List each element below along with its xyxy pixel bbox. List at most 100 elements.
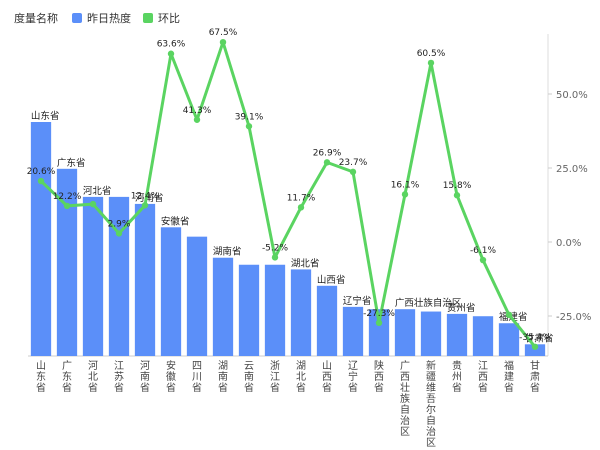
x-tick-label: 河南省 xyxy=(140,360,150,394)
ratio-label: 67.5% xyxy=(209,28,238,38)
legend-item-heat[interactable]: 昨日热度 xyxy=(72,10,131,26)
ratio-label: -27.3% xyxy=(363,309,395,319)
x-tick-label: 广西壮族自治区 xyxy=(400,360,410,438)
bar-湖南省 xyxy=(212,257,234,356)
ratio-label: 2.9% xyxy=(108,219,131,229)
ratio-point xyxy=(115,230,123,237)
bar-湖北省 xyxy=(290,269,312,356)
bar-甘肃省 xyxy=(524,344,546,356)
ratio-point xyxy=(479,256,487,264)
y-tick-label: 50.0% xyxy=(556,90,588,101)
x-tick-label: 浙江省 xyxy=(270,360,280,394)
bar-新疆维吾尔自治区 xyxy=(420,311,442,356)
ratio-point xyxy=(323,159,331,166)
legend-item-ratio[interactable]: 环比 xyxy=(143,10,180,26)
bar-label: 广东省 xyxy=(57,157,86,169)
ratio-point xyxy=(37,177,45,185)
chart-legend: 度量名称 昨日热度 环比 xyxy=(14,8,192,28)
bar-山东省 xyxy=(30,122,52,356)
ratio-point xyxy=(531,343,539,350)
x-tick-label: 云南省 xyxy=(244,361,254,394)
ratio-line xyxy=(39,40,537,348)
bar-陕西省 xyxy=(368,309,390,356)
bar-云南省 xyxy=(238,264,260,356)
y-tick-label: 25.0% xyxy=(556,164,588,175)
x-tick-label: 福建省 xyxy=(504,359,514,394)
ratio-label: 16.1% xyxy=(391,180,420,190)
bar-江苏省 xyxy=(108,196,130,356)
bar-label: 山西省 xyxy=(317,274,346,286)
bar-福建省 xyxy=(498,323,520,356)
legend-title: 度量名称 xyxy=(14,12,58,25)
ratio-label: 12.2% xyxy=(53,192,82,202)
y-tick-label: -25.0% xyxy=(556,312,591,323)
bar-label: 贵州省 xyxy=(447,302,476,314)
legend-swatch-heat xyxy=(72,13,82,23)
x-tick-label: 江苏省 xyxy=(114,360,124,394)
ratio-label: -5.2% xyxy=(262,243,289,253)
x-tick-label: 安徽省 xyxy=(166,359,176,394)
x-tick-label: 贵州省 xyxy=(452,359,462,394)
ratio-point xyxy=(63,202,71,210)
x-tick-label: 山西省 xyxy=(322,360,332,394)
bar-贵州省 xyxy=(446,313,468,356)
x-tick-label: 河北省 xyxy=(88,360,98,394)
legend-label-ratio: 环比 xyxy=(158,12,180,25)
bar-河北省 xyxy=(82,196,104,356)
ratio-point xyxy=(167,50,175,57)
ratio-label: -35.4% xyxy=(519,333,551,343)
bar-河南省 xyxy=(134,203,156,356)
x-tick-label: 新疆维吾尔自治区 xyxy=(426,359,436,449)
bar-label: 湖北省 xyxy=(291,257,320,269)
ratio-label: -6.1% xyxy=(470,246,497,256)
bar-广东省 xyxy=(56,168,78,356)
bar-label: 广西壮族自治区 xyxy=(395,297,462,309)
x-tick-label: 湖北省 xyxy=(296,360,306,394)
bar-四川省 xyxy=(186,236,208,356)
ratio-label: 41.3% xyxy=(183,106,212,116)
ratio-point xyxy=(89,200,97,208)
x-tick-label: 辽宁省 xyxy=(348,360,358,394)
bar-浙江省 xyxy=(264,264,286,356)
bar-label: 辽宁省 xyxy=(343,295,372,307)
ratio-label: 63.6% xyxy=(157,40,186,50)
ratio-label: 11.7% xyxy=(287,193,316,203)
bar-江西省 xyxy=(472,316,494,356)
ratio-point xyxy=(427,59,435,67)
x-tick-label: 甘肃省 xyxy=(530,359,540,394)
ratio-point xyxy=(219,39,227,46)
ratio-label: 60.5% xyxy=(417,49,446,59)
y-tick-label: 0.0% xyxy=(556,238,581,249)
bar-label: 河北省 xyxy=(83,185,112,197)
ratio-point xyxy=(193,116,201,123)
bar-安徽省 xyxy=(160,227,182,356)
ratio-label: 15.8% xyxy=(443,181,472,191)
bar-label: 河南省 xyxy=(135,192,164,204)
x-tick-label: 江西省 xyxy=(478,360,488,394)
ratio-label: 20.6% xyxy=(27,167,56,177)
x-tick-label: 四川省 xyxy=(192,361,202,394)
legend-label-heat: 昨日热度 xyxy=(87,12,131,25)
x-tick-label: 广东省 xyxy=(62,360,72,394)
ratio-label: 23.7% xyxy=(339,158,368,168)
ratio-point xyxy=(401,191,409,198)
bar-辽宁省 xyxy=(342,306,364,356)
ratio-point xyxy=(271,254,279,261)
ratio-point xyxy=(141,202,149,209)
ratio-point xyxy=(453,192,461,199)
bar-label: 山东省 xyxy=(31,110,60,122)
ratio-point xyxy=(349,168,357,176)
ratio-label: 39.1% xyxy=(235,112,264,122)
bar-label: 安徽省 xyxy=(161,215,190,227)
ratio-point xyxy=(375,319,383,327)
ratio-point xyxy=(245,123,253,130)
ratio-point xyxy=(297,204,305,211)
legend-swatch-ratio xyxy=(143,13,153,23)
x-tick-label: 山东省 xyxy=(36,360,46,394)
bar-山西省 xyxy=(316,285,338,356)
ratio-point xyxy=(505,311,513,319)
ratio-label: 26.9% xyxy=(313,148,342,158)
x-tick-label: 陕西省 xyxy=(374,359,384,394)
x-tick-label: 湖南省 xyxy=(218,360,228,394)
